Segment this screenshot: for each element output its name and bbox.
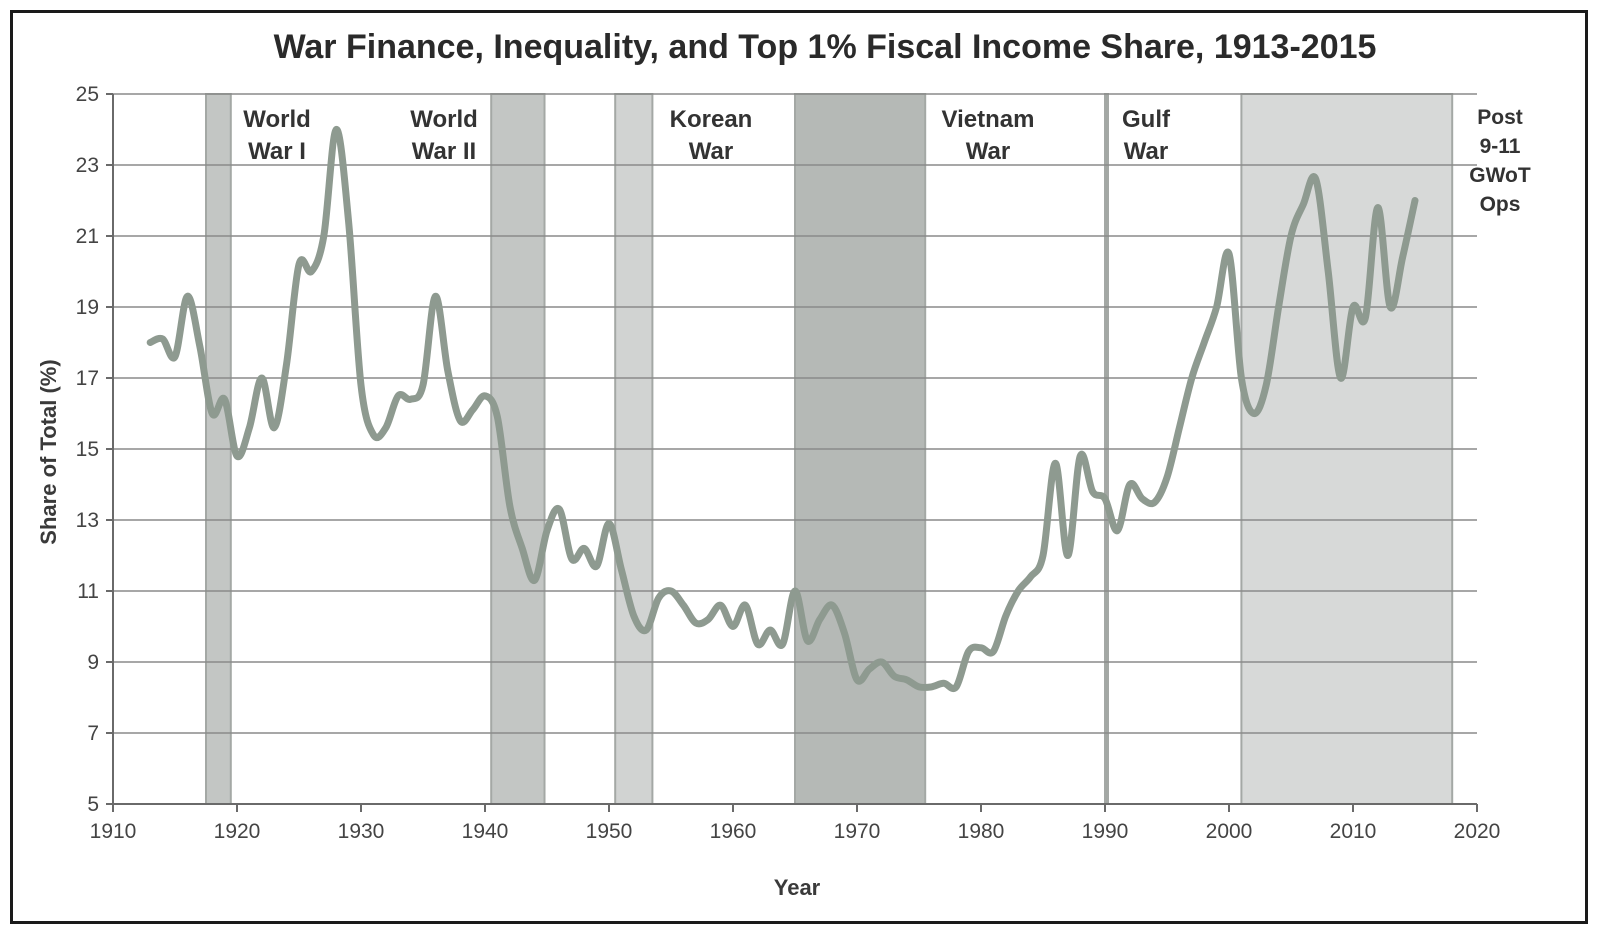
x-tick-label-1990: 1990 [1082, 820, 1129, 843]
x-axis-label: Year [774, 875, 821, 900]
war-label-5-line-2: GWoT [1469, 164, 1531, 187]
war-label-4-line-0: Gulf [1122, 106, 1171, 133]
war-label-3-line-0: Vietnam [942, 106, 1035, 133]
war-label-1-line-1: War II [412, 138, 476, 165]
war-label-5-line-3: Ops [1480, 193, 1521, 216]
x-tick-label-1940: 1940 [462, 820, 509, 843]
x-tick-label-1980: 1980 [958, 820, 1005, 843]
tick-labels: 1910 1920 1930 1940 1950 1960 1970 1980 1990 2000… [76, 83, 1501, 843]
series-line-0 [146, 125, 1419, 693]
war-label-2-line-0: Korean [670, 106, 753, 133]
y-tick-label-23: 23 [76, 154, 99, 177]
x-tick-label-1970: 1970 [834, 820, 881, 843]
y-tick-label-19: 19 [76, 296, 99, 319]
x-tick-label-1930: 1930 [338, 820, 385, 843]
y-tick-label-25: 25 [76, 83, 99, 106]
x-tick-label-1960: 1960 [710, 820, 757, 843]
grid-lines [113, 93, 1477, 805]
series-layer [146, 125, 1419, 693]
war-label-5-line-0: Post [1477, 106, 1523, 129]
y-tick-label-9: 9 [87, 651, 99, 674]
chart-title: War Finance, Inequality, and Top 1% Fisc… [274, 28, 1377, 66]
x-tick-label-1950: 1950 [586, 820, 633, 843]
y-tick-label-17: 17 [76, 367, 99, 390]
y-tick-label-13: 13 [76, 509, 99, 532]
x-tick-label-2020: 2020 [1454, 820, 1501, 843]
war-label-1-line-0: World [410, 106, 478, 133]
x-tick-label-1920: 1920 [214, 820, 261, 843]
x-tick-label-1910: 1910 [90, 820, 137, 843]
y-tick-label-15: 15 [76, 438, 99, 461]
war-label-0-line-0: World [243, 106, 311, 133]
war-label-4-line-1: War [1124, 138, 1168, 165]
war-labels: World War I World War II Korean War Vietnam War… [243, 106, 1531, 216]
axes [106, 93, 1478, 812]
y-axis-label: Share of Total (%) [36, 359, 61, 544]
y-tick-label-5: 5 [87, 793, 99, 816]
y-tick-label-7: 7 [87, 722, 99, 745]
y-tick-label-21: 21 [76, 225, 99, 248]
war-label-3-line-1: War [966, 138, 1010, 165]
war-label-2-line-1: War [689, 138, 733, 165]
x-tick-label-2010: 2010 [1330, 820, 1377, 843]
war-label-5-line-1: 9-11 [1480, 135, 1521, 158]
y-tick-label-11: 11 [77, 580, 99, 603]
x-tick-label-2000: 2000 [1206, 820, 1253, 843]
war-label-0-line-1: War I [248, 138, 306, 165]
